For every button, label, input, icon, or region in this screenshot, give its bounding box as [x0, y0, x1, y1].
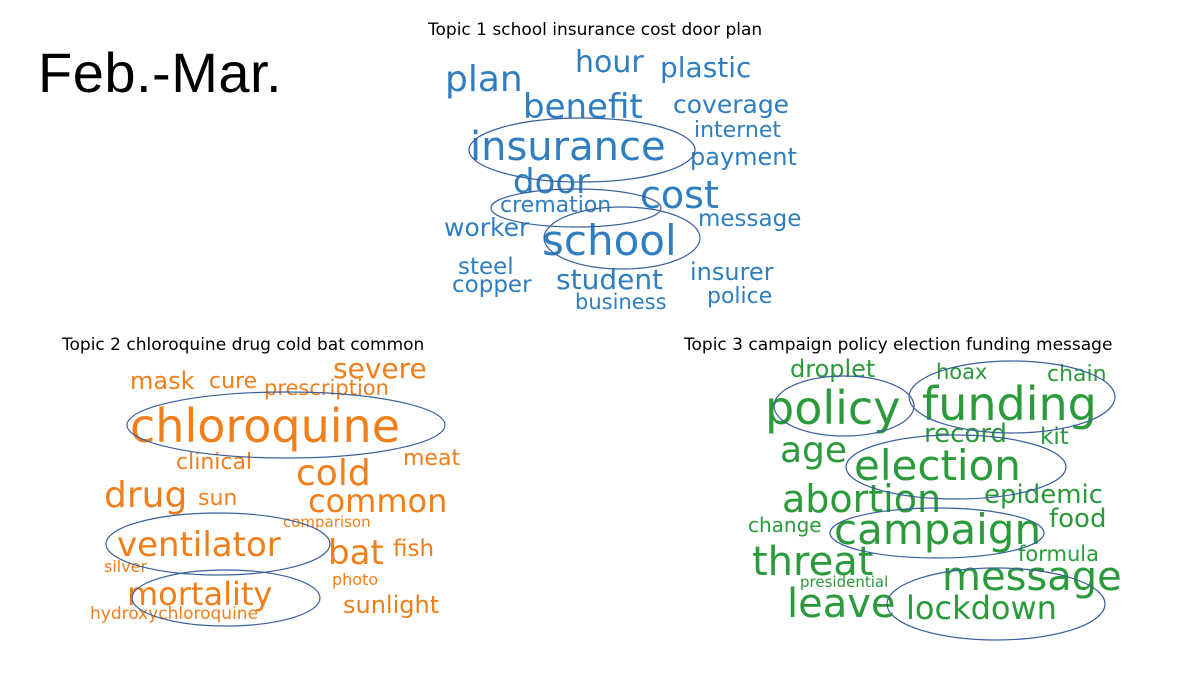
word-presidential: presidential: [800, 573, 889, 591]
word-worker: worker: [444, 213, 530, 242]
word-insurance: insurance: [470, 124, 666, 170]
word-chloroquine: chloroquine: [130, 399, 401, 453]
word-sunlight: sunlight: [343, 591, 440, 619]
word-steel: steel: [458, 254, 514, 280]
word-droplet: droplet: [790, 355, 876, 383]
word-payment: payment: [690, 143, 797, 171]
word-policy: policy: [765, 381, 901, 435]
topic-1-title: Topic 1 school insurance cost door plan: [428, 20, 763, 40]
word-hydroxychloroquine: hydroxychloroquine: [90, 604, 259, 624]
word-change: change: [748, 513, 822, 537]
word-meat: meat: [403, 446, 461, 471]
word-benefit: benefit: [523, 87, 643, 127]
word-age: age: [780, 430, 848, 471]
word-coverage: coverage: [673, 90, 790, 119]
word-comparison: comparison: [283, 513, 371, 531]
word-cure: cure: [209, 369, 258, 394]
word-cold: cold: [296, 453, 371, 494]
word-silver: silver: [104, 557, 148, 576]
word-prescription: prescription: [264, 376, 389, 400]
topic-2-title: Topic 2 chloroquine drug cold bat common: [62, 335, 425, 355]
word-leave: leave: [787, 581, 896, 627]
word-severe: severe: [333, 352, 427, 385]
slide-title: Feb.-Mar.: [38, 41, 283, 104]
word-food: food: [1049, 504, 1107, 534]
word-hour: hour: [575, 45, 644, 80]
word-kit: kit: [1040, 424, 1069, 450]
word-plan: plan: [445, 59, 523, 100]
word-bat: bat: [328, 533, 384, 573]
word-common: common: [308, 482, 448, 520]
word-insurer: insurer: [690, 258, 774, 286]
word-message: message: [698, 206, 802, 232]
word-business: business: [575, 290, 667, 314]
word-drug: drug: [104, 475, 188, 516]
word-copper: copper: [452, 272, 532, 298]
word-photo: photo: [332, 570, 379, 589]
word-sun: sun: [198, 486, 238, 511]
word-clinical: clinical: [176, 450, 253, 475]
word-police: police: [707, 284, 773, 309]
word-school: school: [542, 216, 677, 265]
topic-3-title: Topic 3 campaign policy election funding…: [684, 335, 1113, 355]
word-plastic: plastic: [660, 51, 752, 84]
word-student: student: [556, 263, 664, 296]
word-mask: mask: [130, 367, 195, 395]
word-internet: internet: [694, 118, 781, 143]
word-fish: fish: [393, 536, 435, 562]
word-lockdown: lockdown: [906, 589, 1057, 627]
